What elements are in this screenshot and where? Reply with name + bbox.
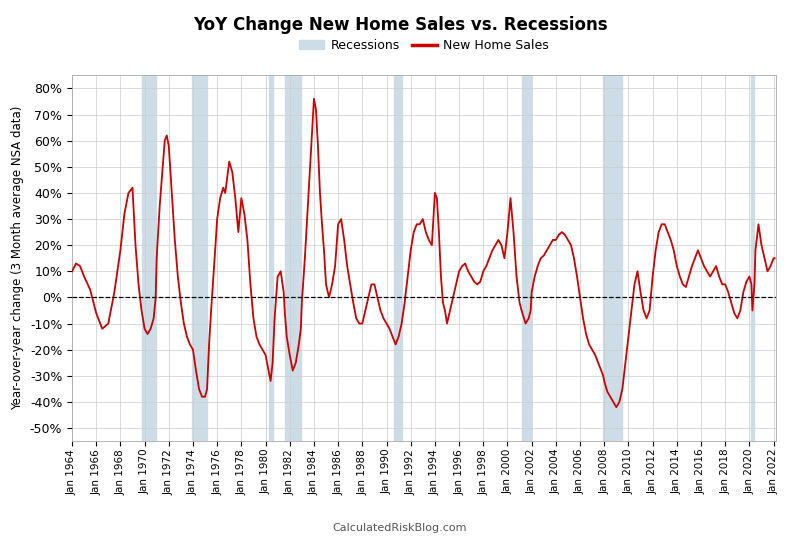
Legend: Recessions, New Home Sales: Recessions, New Home Sales	[294, 34, 554, 57]
Bar	[269, 75, 273, 441]
Bar	[394, 75, 402, 441]
Bar	[285, 75, 301, 441]
Bar	[192, 75, 207, 441]
Bar	[751, 75, 754, 441]
Y-axis label: Year-over-year change (3 Month average NSA data): Year-over-year change (3 Month average N…	[11, 106, 24, 410]
Text: YoY Change New Home Sales vs. Recessions: YoY Change New Home Sales vs. Recessions	[193, 16, 607, 34]
Text: CalculatedRiskBlog.com: CalculatedRiskBlog.com	[333, 522, 467, 533]
Bar	[603, 75, 622, 441]
Bar	[142, 75, 156, 441]
Bar	[522, 75, 530, 441]
